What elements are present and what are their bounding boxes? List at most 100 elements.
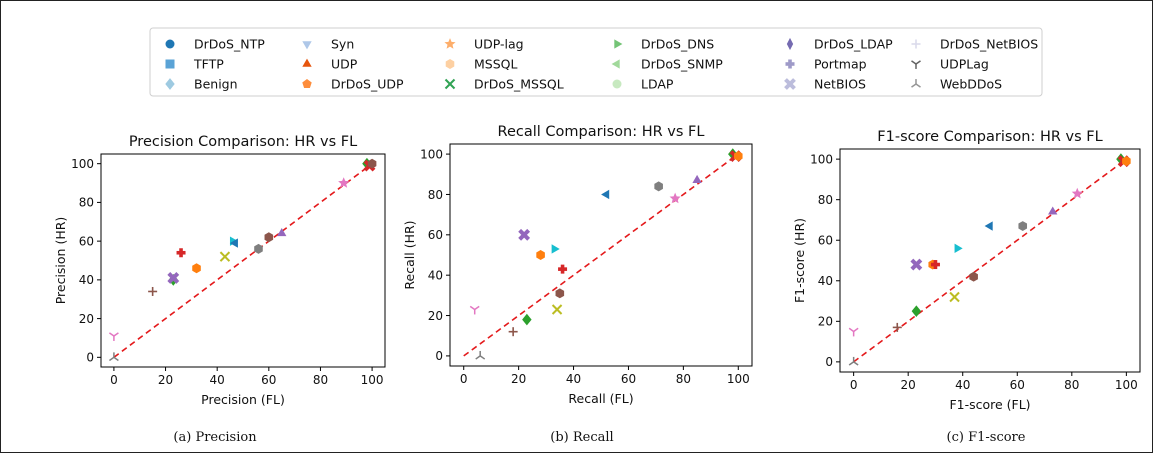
data-point bbox=[551, 244, 560, 254]
data-point bbox=[1122, 156, 1131, 167]
data-point bbox=[949, 291, 960, 303]
y-tick-label: 0 bbox=[86, 351, 94, 365]
legend-label-mssql: MSSQL bbox=[474, 57, 517, 72]
y-tick-label: 20 bbox=[818, 315, 833, 329]
data-point bbox=[1048, 206, 1058, 215]
legend-item-portmap: Portmap bbox=[785, 57, 867, 72]
legend-item-drdos-udp: DrDoS_UDP bbox=[302, 77, 404, 92]
data-point bbox=[601, 189, 610, 200]
plot-area bbox=[449, 143, 753, 367]
legend-label-drdos-udp: DrDoS_UDP bbox=[331, 77, 404, 92]
legend-item-tftp: TFTP bbox=[165, 57, 224, 72]
data-point bbox=[848, 327, 859, 337]
chart-title: F1-score Comparison: HR vs FL bbox=[877, 129, 1102, 145]
legend-marker-udplag bbox=[911, 60, 921, 69]
y-tick-label: 100 bbox=[71, 157, 94, 171]
legend-item-mssql: MSSQL bbox=[445, 57, 517, 72]
reference-line bbox=[113, 163, 373, 358]
legend-marker-udp bbox=[302, 58, 312, 67]
data-point bbox=[1071, 187, 1083, 199]
x-tick-label: 60 bbox=[261, 373, 276, 387]
data-point bbox=[910, 258, 923, 271]
data-point bbox=[654, 181, 663, 192]
legend-label-benign: Benign bbox=[194, 77, 238, 92]
y-axis-label: Recall (HR) bbox=[402, 220, 417, 289]
data-point bbox=[555, 288, 565, 299]
x-tick-label: 80 bbox=[313, 373, 328, 387]
data-point bbox=[930, 260, 940, 270]
legend-marker-mssql bbox=[445, 59, 455, 69]
chart-panel-1: Precision Comparison: HR vs FL 0 20 40 60 80 1… bbox=[53, 134, 386, 445]
y-tick-label: 40 bbox=[818, 274, 833, 288]
legend-marker-syn bbox=[302, 41, 312, 50]
x-tick-label: 0 bbox=[460, 372, 468, 386]
legend-item-drdos-ntp: DrDoS_NTP bbox=[165, 37, 265, 52]
y-tick-label: 80 bbox=[818, 193, 833, 207]
x-tick-label: 60 bbox=[621, 372, 636, 386]
data-point bbox=[264, 232, 274, 243]
chart-panel-3: F1-score Comparison: HR vs FL 0 20 40 60 80 10… bbox=[792, 129, 1141, 445]
legend-item-drdos-ldap: DrDoS_LDAP bbox=[786, 37, 893, 52]
legend-label-webddos: WebDDoS bbox=[940, 77, 1002, 92]
legend-label-netbios: NetBIOS bbox=[814, 77, 866, 92]
data-point bbox=[192, 263, 201, 274]
y-tick-label: 100 bbox=[420, 147, 443, 161]
y-tick-label: 60 bbox=[818, 234, 833, 248]
y-tick-label: 0 bbox=[825, 355, 833, 369]
legend-marker-udp-lag bbox=[444, 38, 456, 49]
x-tick-label: 80 bbox=[1064, 378, 1079, 392]
data-point bbox=[536, 250, 545, 260]
legend-label-udp: UDP bbox=[331, 57, 358, 72]
legend-marker-netbios bbox=[784, 78, 796, 90]
data-point bbox=[338, 177, 350, 188]
legend-item-drdos-mssql: DrDoS_MSSQL bbox=[444, 77, 564, 92]
chart-title: Recall Comparison: HR vs FL bbox=[498, 124, 705, 140]
y-axis-label: Precision (HR) bbox=[53, 217, 68, 305]
data-point bbox=[167, 272, 180, 284]
legend-item-drdos-netbios: DrDoS_NetBIOS bbox=[911, 37, 1038, 52]
y-tick-label: 80 bbox=[428, 188, 443, 202]
data-point bbox=[692, 174, 702, 184]
panels: Precision Comparison: HR vs FL 0 20 40 60 80 1… bbox=[53, 124, 1141, 445]
reference-line bbox=[463, 153, 739, 357]
data-point bbox=[848, 356, 859, 366]
x-axis-label: Precision (FL) bbox=[201, 392, 285, 407]
x-tick-label: 80 bbox=[676, 372, 691, 386]
legend-label-drdos-ldap: DrDoS_LDAP bbox=[814, 37, 893, 52]
data-point bbox=[475, 350, 486, 360]
legend-box bbox=[149, 27, 1043, 97]
data-point bbox=[911, 305, 922, 318]
legend-marker-drdos-mssql bbox=[444, 78, 456, 90]
y-tick-label: 80 bbox=[79, 196, 94, 210]
data-point bbox=[148, 286, 158, 296]
data-point bbox=[984, 221, 993, 231]
data-point bbox=[219, 251, 231, 262]
legend-label-drdos-ntp: DrDoS_NTP bbox=[194, 37, 265, 52]
x-tick-label: 40 bbox=[210, 373, 225, 387]
y-tick-label: 40 bbox=[79, 273, 94, 287]
data-point bbox=[733, 151, 743, 162]
figure-caption: (b) Recall bbox=[550, 430, 613, 445]
legend-item-webddos: WebDDoS bbox=[911, 77, 1002, 92]
legend-label-ldap: LDAP bbox=[641, 77, 674, 92]
legend-item-drdos-snmp: DrDoS_SNMP bbox=[611, 57, 723, 72]
x-tick-label: 40 bbox=[566, 372, 581, 386]
figure-caption: (a) Precision bbox=[173, 430, 257, 445]
chart-panel-2: Recall Comparison: HR vs FL 0 20 40 60 80 100 0… bbox=[402, 124, 753, 445]
y-tick-label: 0 bbox=[435, 349, 443, 363]
x-tick-label: 40 bbox=[955, 378, 970, 392]
legend-label-udp-lag: UDP-lag bbox=[474, 37, 524, 52]
x-tick-label: 60 bbox=[1010, 378, 1025, 392]
legend-marker-tftp bbox=[165, 59, 175, 69]
y-tick-label: 60 bbox=[79, 234, 94, 248]
legend-item-udp: UDP bbox=[302, 57, 358, 72]
legend-marker-drdos-udp bbox=[302, 79, 312, 88]
legend-item-benign: Benign bbox=[165, 77, 238, 92]
x-axis-label: Recall (FL) bbox=[568, 391, 633, 406]
x-tick-label: 100 bbox=[727, 372, 750, 386]
x-tick-label: 20 bbox=[511, 372, 526, 386]
y-tick-label: 20 bbox=[79, 312, 94, 326]
x-tick-label: 100 bbox=[361, 373, 384, 387]
y-tick-label: 60 bbox=[428, 228, 443, 242]
